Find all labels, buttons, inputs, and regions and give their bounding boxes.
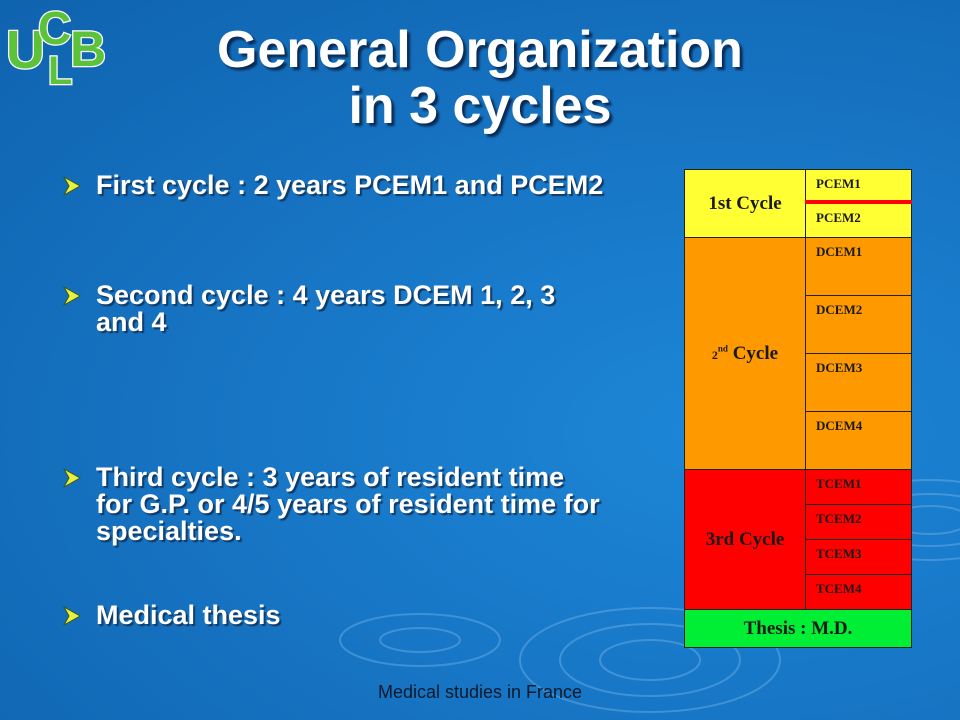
cycle2-label: 2nd Cycle: [684, 237, 806, 470]
cycle3-label: 3rd Cycle: [684, 469, 806, 610]
cycle3-item: TCEM3: [805, 539, 912, 575]
arrow-bullet-icon: [62, 605, 82, 627]
svg-text:U: U: [6, 20, 45, 80]
bullet-text: Third cycle : 3 years of resident time f…: [96, 462, 600, 546]
svg-text:L: L: [48, 49, 72, 90]
cycle1-item: PCEM1: [805, 169, 912, 204]
bullet-item: Third cycle : 3 years of resident time f…: [60, 464, 606, 545]
title-line-1: General Organization: [217, 21, 743, 79]
cycle3-item: TCEM4: [805, 574, 912, 610]
arrow-bullet-icon: [62, 285, 82, 307]
bullet-item: Second cycle : 4 years DCEM 1, 2, 3 and …: [60, 282, 606, 336]
slide-footer: Medical studies in France: [377, 682, 583, 702]
bullet-text: Medical thesis: [96, 600, 281, 630]
cycle1-label: 1st Cycle: [684, 169, 806, 238]
cycle2-word: Cycle: [732, 342, 779, 364]
cycle3-item: TCEM1: [805, 469, 912, 505]
cycle1-item: PCEM2: [805, 201, 912, 238]
cycle2-item: DCEM1: [805, 237, 912, 296]
bullet-item: Medical thesis: [60, 602, 606, 629]
cycle2-item: DCEM4: [805, 411, 912, 470]
title-line-2: in 3 cycles: [348, 77, 612, 135]
bullet-item: First cycle : 2 years PCEM1 and PCEM2: [60, 172, 606, 199]
svg-text:B: B: [70, 21, 106, 77]
slide-title: General Organization in 3 cycles: [100, 22, 860, 134]
cycle2-sup: nd: [717, 343, 728, 354]
cycle3-item: TCEM2: [805, 504, 912, 540]
cycle2-num: 2: [711, 347, 718, 362]
cycle2-item: DCEM2: [805, 295, 912, 354]
cycles-table: 1st Cycle PCEM1 PCEM2 2nd Cycle DCEM1 DC…: [684, 169, 912, 648]
uclb-logo: U C L B: [5, 4, 108, 90]
svg-text:C: C: [38, 4, 71, 54]
thesis-row: Thesis : M.D.: [684, 609, 912, 648]
bullet-text: Second cycle : 4 years DCEM 1, 2, 3 and …: [96, 280, 556, 337]
cycle2-item: DCEM3: [805, 353, 912, 412]
arrow-bullet-icon: [62, 467, 82, 489]
arrow-bullet-icon: [62, 175, 82, 197]
bullet-text: First cycle : 2 years PCEM1 and PCEM2: [96, 170, 604, 200]
